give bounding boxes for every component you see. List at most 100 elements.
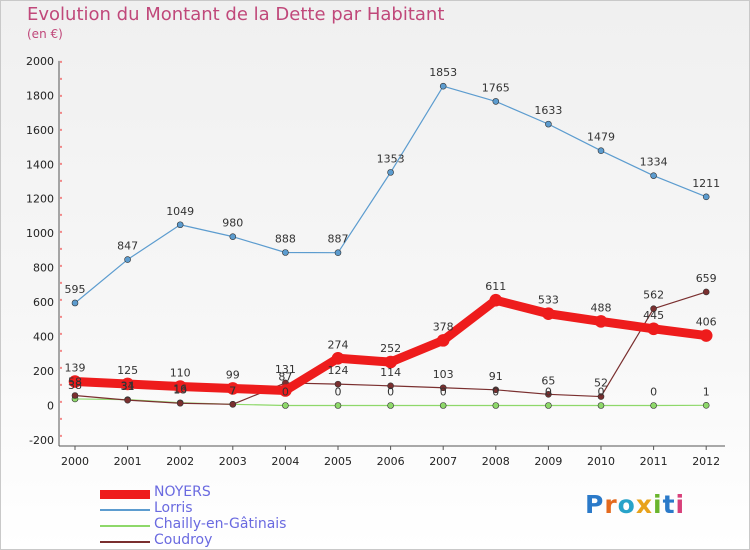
data-point xyxy=(702,288,710,296)
data-label: 124 xyxy=(328,364,349,377)
data-point xyxy=(282,402,289,409)
data-point xyxy=(282,249,289,256)
data-label: 0 xyxy=(335,386,342,399)
data-label: 13 xyxy=(173,383,187,396)
data-label: 34 xyxy=(121,380,135,393)
data-label: 562 xyxy=(643,289,664,302)
data-label: 595 xyxy=(65,283,86,296)
data-label: 1 xyxy=(703,385,710,398)
x-tick-label: 2010 xyxy=(587,455,615,468)
x-tick-label: 2007 xyxy=(429,455,457,468)
data-point xyxy=(650,172,657,179)
y-tick-label: 800 xyxy=(33,262,54,275)
data-label: 1765 xyxy=(482,81,510,94)
data-point xyxy=(647,322,660,336)
y-tick-label: -200 xyxy=(29,434,54,447)
legend-swatch xyxy=(100,525,150,527)
data-point xyxy=(492,386,500,394)
data-label: 58 xyxy=(68,376,82,389)
y-tick-label: 2000 xyxy=(26,55,54,68)
data-label: 1049 xyxy=(166,205,194,218)
data-label: 7 xyxy=(229,384,236,397)
data-label: 1633 xyxy=(534,104,562,117)
data-point xyxy=(334,380,342,388)
data-label: 887 xyxy=(328,233,349,246)
data-point xyxy=(545,391,552,398)
data-point xyxy=(124,396,131,404)
data-label: 65 xyxy=(541,374,555,387)
data-label: 659 xyxy=(696,272,717,285)
legend-label: Lorris xyxy=(154,500,193,516)
data-label: 1479 xyxy=(587,131,615,144)
y-tick-label: 0 xyxy=(47,400,54,413)
proxiti-logo: Proxiti xyxy=(585,490,686,519)
data-label: 99 xyxy=(226,368,240,381)
data-label: 0 xyxy=(492,386,499,399)
data-point xyxy=(176,399,184,407)
data-label: 0 xyxy=(387,386,394,399)
data-point xyxy=(71,392,79,399)
data-label: 125 xyxy=(117,364,138,377)
data-label: 0 xyxy=(650,386,657,399)
data-point xyxy=(594,315,608,328)
data-point xyxy=(334,402,342,409)
data-point xyxy=(331,351,345,365)
data-label: 488 xyxy=(591,301,612,314)
data-point xyxy=(650,402,657,409)
data-label: 87 xyxy=(278,371,292,384)
data-point xyxy=(702,402,710,409)
y-tick-label: 1400 xyxy=(26,158,54,171)
data-point xyxy=(229,233,237,240)
x-tick-label: 2012 xyxy=(692,455,720,468)
data-point xyxy=(68,375,82,388)
data-point xyxy=(439,402,447,409)
data-label: 131 xyxy=(275,363,296,376)
x-tick-label: 2006 xyxy=(377,455,405,468)
data-label: 406 xyxy=(696,316,717,329)
data-label: 110 xyxy=(170,367,191,380)
data-label: 1853 xyxy=(429,66,457,79)
data-point xyxy=(545,120,552,128)
data-label: 1211 xyxy=(692,177,720,190)
data-label: 0 xyxy=(282,386,289,399)
data-label: 7 xyxy=(229,384,236,397)
data-point xyxy=(699,329,713,342)
legend-swatch xyxy=(100,509,150,511)
data-point xyxy=(226,382,240,395)
data-label: 139 xyxy=(65,362,86,375)
data-point xyxy=(334,249,342,256)
data-point xyxy=(542,307,555,320)
data-point xyxy=(439,82,447,90)
data-point xyxy=(279,384,292,397)
data-point xyxy=(545,402,552,409)
data-label: 103 xyxy=(433,368,454,381)
x-tick-label: 2008 xyxy=(482,455,510,468)
data-label: 1334 xyxy=(640,156,668,169)
data-label: 445 xyxy=(643,309,664,322)
data-label: 378 xyxy=(433,320,454,333)
data-label: 52 xyxy=(594,377,608,390)
data-point xyxy=(124,256,131,263)
data-label: 31 xyxy=(121,380,135,393)
legend-label: Coudroy xyxy=(154,532,213,548)
data-point xyxy=(387,169,394,176)
x-tick-label: 2000 xyxy=(61,455,89,468)
data-point xyxy=(489,293,503,307)
data-point xyxy=(436,334,450,347)
data-point xyxy=(387,402,394,409)
x-tick-label: 2003 xyxy=(219,455,247,468)
chart-subtitle: (en €) xyxy=(27,27,63,41)
data-label: 980 xyxy=(222,217,243,230)
data-label: 114 xyxy=(380,366,401,379)
x-tick-label: 2011 xyxy=(640,455,668,468)
data-point xyxy=(597,402,605,409)
y-tick-label: 1000 xyxy=(26,227,54,240)
x-tick-label: 2005 xyxy=(324,455,352,468)
data-point xyxy=(650,305,657,312)
data-point xyxy=(492,98,500,105)
chart-title: Evolution du Montant de la Dette par Hab… xyxy=(27,4,445,25)
data-label: 1353 xyxy=(377,152,405,165)
data-point xyxy=(71,299,79,307)
